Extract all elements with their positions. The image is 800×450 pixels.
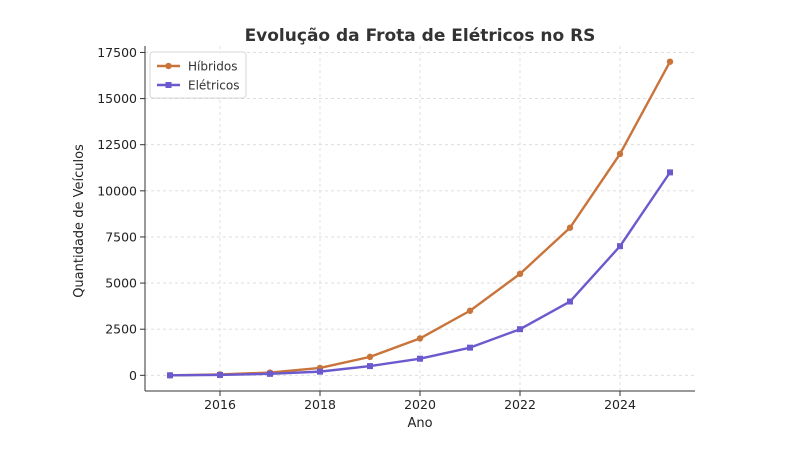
x-tick-label: 2018 bbox=[304, 397, 336, 412]
legend-box bbox=[149, 51, 247, 99]
y-tick-label: 7500 bbox=[105, 229, 137, 244]
data-point-circle bbox=[416, 335, 424, 342]
data-point-circle bbox=[616, 150, 624, 158]
x-axis-label: Ano bbox=[407, 416, 432, 431]
data-point-circle bbox=[466, 307, 474, 314]
y-tick-label: 17500 bbox=[97, 45, 137, 60]
data-point-square bbox=[517, 326, 523, 333]
y-tick-label: 0 bbox=[129, 368, 137, 383]
legend-label: Híbridos bbox=[188, 60, 237, 74]
y-axis-label: Quantidade de Veículos bbox=[72, 144, 87, 298]
y-tick-label: 10000 bbox=[97, 183, 137, 198]
x-tick-label: 2020 bbox=[404, 397, 436, 412]
legend: Híbridos Elétricos bbox=[149, 51, 247, 99]
x-tick-label: 2024 bbox=[604, 397, 636, 412]
series bbox=[166, 58, 674, 379]
data-point-square bbox=[417, 355, 423, 362]
tick-labels: 0 2500 5000 7500 10000 12500 15000 17500 2016 201… bbox=[97, 45, 636, 412]
data-point-circle bbox=[566, 224, 574, 231]
y-tick-label: 5000 bbox=[105, 276, 137, 291]
chart-title: Evolução da Frota de Elétricos no RS bbox=[245, 26, 596, 46]
axes bbox=[140, 46, 695, 396]
y-tick-label: 12500 bbox=[97, 137, 137, 152]
data-point-square bbox=[567, 298, 573, 305]
data-point-square bbox=[217, 371, 223, 378]
y-tick-label: 15000 bbox=[97, 91, 137, 106]
legend-marker-square bbox=[165, 82, 172, 88]
data-point-circle bbox=[666, 58, 674, 65]
grid bbox=[145, 46, 695, 391]
data-point-square bbox=[317, 368, 323, 375]
data-point-square bbox=[467, 344, 473, 351]
x-tick-label: 2022 bbox=[504, 397, 536, 412]
data-point-circle bbox=[366, 353, 374, 361]
data-point-circle bbox=[516, 270, 524, 278]
data-point-square bbox=[367, 363, 373, 370]
data-point-square bbox=[267, 370, 273, 377]
y-tick-label: 2500 bbox=[105, 322, 137, 337]
legend-label: Elétricos bbox=[188, 79, 239, 93]
data-point-square bbox=[667, 169, 673, 176]
data-point-square bbox=[167, 372, 173, 379]
data-point-square bbox=[617, 243, 623, 250]
legend-marker-circle bbox=[165, 62, 172, 70]
x-tick-label: 2016 bbox=[204, 397, 236, 412]
